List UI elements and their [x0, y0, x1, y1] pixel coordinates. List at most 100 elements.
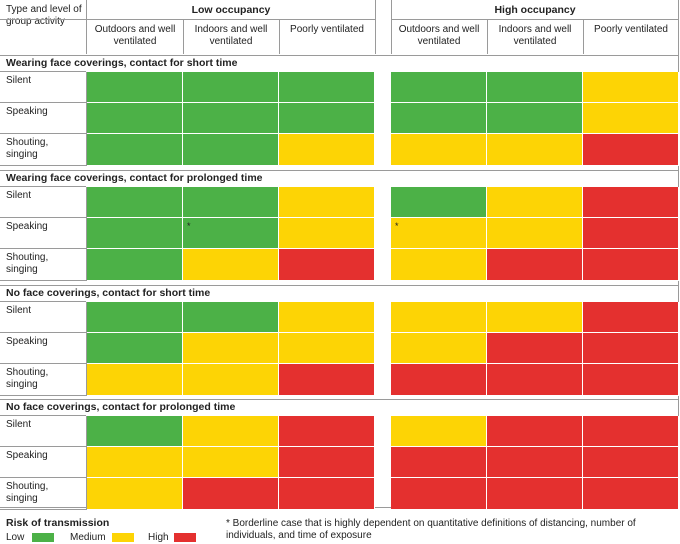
- header-divider-line: [87, 19, 376, 20]
- risk-cell-medium: [183, 249, 279, 281]
- column-divider-line: [183, 20, 184, 54]
- risk-cell-low: *: [183, 218, 279, 249]
- risk-cell-low: [87, 134, 183, 166]
- risk-cell-low: [87, 218, 183, 249]
- risk-cell-high: [583, 187, 679, 218]
- risk-cell-low: [279, 72, 375, 103]
- column-header: Outdoors and well ventilated: [94, 24, 176, 47]
- risk-cell-low: [391, 187, 487, 218]
- section-title: No face coverings, contact for prolonged…: [6, 401, 236, 413]
- risk-cell-high: [583, 447, 679, 478]
- legend-label-low: Low: [6, 532, 25, 543]
- risk-cell-high: [487, 364, 583, 396]
- risk-cell-medium: [87, 478, 183, 510]
- borderline-marker: *: [187, 221, 191, 231]
- row-label: Shouting, singing: [6, 367, 49, 390]
- risk-cell-low: [391, 72, 487, 103]
- risk-cell-high: [279, 447, 375, 478]
- risk-cell-low: [183, 302, 279, 333]
- section-title-line: [0, 415, 86, 416]
- column-divider-line: [279, 20, 280, 54]
- row-divider-line: [0, 395, 86, 396]
- risk-cell-high: [583, 364, 679, 396]
- risk-cell-medium: [391, 302, 487, 333]
- risk-cell-low: [87, 416, 183, 447]
- risk-cell-low: [279, 103, 375, 134]
- legend-swatch-low: [32, 533, 54, 542]
- group-header-high-occupancy: High occupancy: [494, 4, 576, 16]
- column-divider-line: [487, 20, 488, 54]
- risk-cell-high: [279, 364, 375, 396]
- risk-cell-medium: [87, 447, 183, 478]
- label-column-line: [86, 72, 87, 166]
- risk-cell-medium: [183, 416, 279, 447]
- risk-cell-low: [183, 103, 279, 134]
- risk-cell-medium: [279, 333, 375, 364]
- row-label: Silent: [6, 190, 32, 201]
- label-column-line: [86, 187, 87, 281]
- header-divider-line: [391, 19, 679, 20]
- row-label: Speaking: [6, 221, 48, 232]
- risk-cell-medium: [487, 302, 583, 333]
- risk-cell-medium: [487, 134, 583, 166]
- risk-cell-low: [87, 103, 183, 134]
- risk-cell-high: [391, 478, 487, 510]
- row-divider-line: [0, 102, 86, 103]
- risk-cell-medium: [391, 134, 487, 166]
- risk-cell-medium: [279, 218, 375, 249]
- risk-cell-high: [279, 416, 375, 447]
- risk-cell-high: [487, 478, 583, 510]
- column-divider-line: [583, 20, 584, 54]
- row-label: Speaking: [6, 450, 48, 461]
- borderline-marker: *: [395, 221, 399, 231]
- section-title-line: [0, 301, 86, 302]
- header-vertical-line: [391, 0, 392, 54]
- section-title: Wearing face coverings, contact for prol…: [6, 172, 263, 184]
- risk-cell-medium: [87, 364, 183, 396]
- row-divider-line: [0, 280, 86, 281]
- legend-swatch-high: [174, 533, 196, 542]
- column-header: Outdoors and well ventilated: [398, 24, 480, 47]
- corner-label: Type and level of group activity: [6, 4, 82, 27]
- legend-label-high: High: [148, 532, 169, 543]
- row-divider-line: [0, 363, 86, 364]
- row-divider-line: [0, 332, 86, 333]
- risk-cell-medium: [391, 333, 487, 364]
- legend-label-medium: Medium: [70, 532, 106, 543]
- row-label: Shouting, singing: [6, 481, 49, 504]
- risk-cell-high: [583, 333, 679, 364]
- risk-cell-medium: *: [391, 218, 487, 249]
- risk-cell-medium: [391, 416, 487, 447]
- row-divider-line: [0, 509, 86, 510]
- risk-cell-medium: [583, 103, 679, 134]
- risk-cell-medium: [183, 447, 279, 478]
- risk-cell-medium: [183, 333, 279, 364]
- row-divider-line: [0, 217, 86, 218]
- risk-cell-low: [87, 187, 183, 218]
- risk-cell-low: [183, 72, 279, 103]
- risk-cell-high: [583, 302, 679, 333]
- risk-cell-medium: [279, 187, 375, 218]
- risk-cell-high: [391, 364, 487, 396]
- label-column-line: [86, 416, 87, 510]
- risk-cell-medium: [583, 72, 679, 103]
- row-divider-line: [0, 165, 86, 166]
- section-title-line: [0, 186, 86, 187]
- column-header: Indoors and well ventilated: [498, 24, 572, 47]
- row-label: Shouting, singing: [6, 252, 49, 275]
- section-title-line: [0, 71, 86, 72]
- column-header: Poorly ventilated: [594, 24, 668, 35]
- risk-cell-high: [583, 416, 679, 447]
- risk-cell-high: [183, 478, 279, 510]
- risk-cell-low: [87, 333, 183, 364]
- risk-cell-high: [487, 333, 583, 364]
- section-top-line: [0, 285, 679, 286]
- risk-cell-medium: [391, 249, 487, 281]
- row-divider-line: [0, 446, 86, 447]
- risk-cell-high: [279, 478, 375, 510]
- risk-cell-medium: [183, 364, 279, 396]
- risk-cell-low: [487, 103, 583, 134]
- column-header: Indoors and well ventilated: [194, 24, 268, 47]
- risk-cell-high: [583, 218, 679, 249]
- label-column-line: [86, 302, 87, 396]
